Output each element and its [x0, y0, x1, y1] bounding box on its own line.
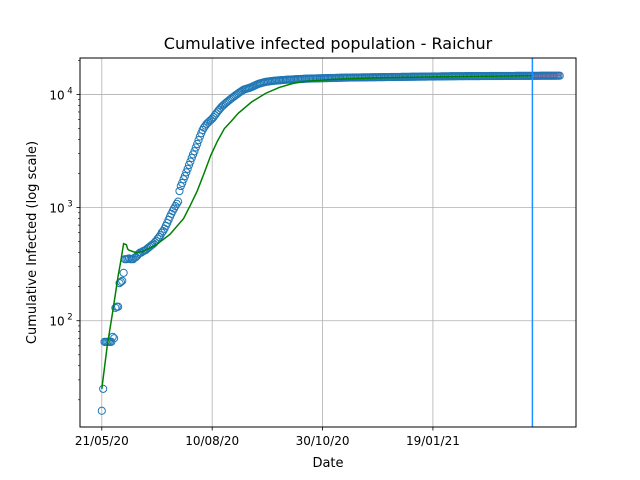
observed-point — [206, 115, 215, 125]
x-tick-label: 21/05/20 — [75, 434, 129, 448]
observed-point — [178, 178, 187, 188]
x-tick-label: 10/08/20 — [185, 434, 239, 448]
observed-point — [232, 90, 241, 99]
observed-point — [190, 147, 199, 156]
observed-point — [99, 384, 108, 393]
x-axis-label: Date — [312, 456, 343, 471]
observed-point — [118, 276, 127, 285]
observed-point — [194, 135, 203, 145]
observed-point — [233, 89, 243, 98]
observed-point — [175, 186, 184, 196]
x-tick-label: 19/01/21 — [406, 434, 460, 448]
observed-point — [115, 279, 124, 288]
observed-point — [193, 139, 202, 149]
observed-point — [114, 302, 123, 311]
observed-point — [171, 202, 180, 211]
grid — [80, 58, 576, 427]
observed-point — [183, 164, 192, 173]
fit-line — [101, 74, 533, 389]
observed-point — [154, 232, 164, 242]
observed-point — [186, 157, 195, 166]
plot-frame — [79, 57, 577, 428]
y-tick-label: 10 — [49, 88, 64, 102]
observed-point — [159, 226, 168, 236]
observed-point — [97, 406, 106, 415]
observed-point — [109, 334, 119, 343]
plot-data — [97, 58, 564, 427]
chart-title: Cumulative infected population - Raichur — [164, 34, 493, 53]
y-tick-label: 10 — [49, 202, 64, 216]
observed-point — [172, 199, 181, 208]
observed-point — [180, 171, 190, 181]
observed-point — [229, 92, 239, 101]
x-tick-label: 30/10/20 — [296, 434, 350, 448]
y-tick-label-exponent: 3 — [67, 200, 72, 210]
observed-point — [231, 91, 240, 100]
y-tick-label-exponent: 4 — [67, 86, 72, 96]
y-axis-label: Cumulative Infected (log scale) — [25, 141, 40, 344]
x-axis-ticks: 21/05/20 10/08/20 30/10/20 19/01/21 — [75, 427, 460, 448]
observed-point — [228, 93, 237, 102]
observed-point — [182, 168, 191, 177]
observed-point — [187, 153, 196, 162]
y-tick-label-exponent: 2 — [67, 313, 72, 323]
observed-point — [191, 143, 200, 152]
observed-point — [119, 268, 128, 277]
observed-point — [174, 197, 183, 206]
y-tick-label: 10 — [49, 315, 64, 329]
